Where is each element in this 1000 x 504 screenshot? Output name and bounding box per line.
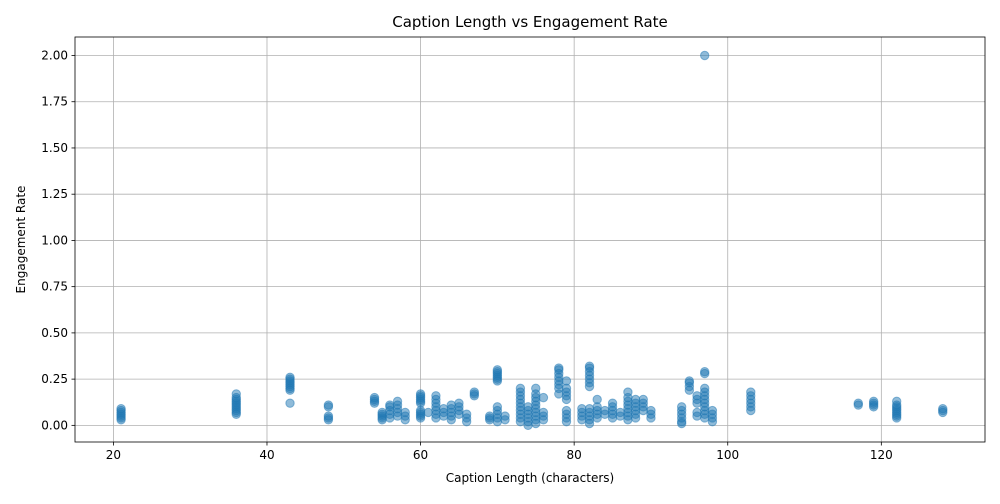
chart-title: Caption Length vs Engagement Rate	[392, 13, 668, 31]
data-point	[492, 402, 503, 412]
data-point	[323, 411, 334, 421]
data-point	[523, 402, 533, 412]
data-point	[615, 407, 625, 418]
data-point	[692, 391, 702, 401]
y-tick-label: 1.25	[41, 187, 68, 201]
points-layer	[116, 50, 948, 431]
data-point	[684, 376, 695, 386]
data-point	[692, 407, 702, 418]
data-point	[500, 411, 510, 421]
y-tick-label: 1.50	[41, 141, 68, 155]
data-point	[561, 405, 572, 416]
x-tick-label: 60	[413, 448, 428, 462]
x-tick-label: 80	[567, 448, 582, 462]
x-tick-label: 40	[259, 448, 274, 462]
data-point	[638, 394, 648, 405]
data-point	[446, 400, 456, 410]
x-axis-label: Caption Length (characters)	[446, 471, 614, 485]
data-point	[592, 394, 602, 405]
data-point	[707, 405, 718, 416]
y-tick-label: 2.00	[41, 48, 68, 62]
data-point	[369, 392, 380, 403]
grid-layer	[75, 37, 985, 442]
data-point	[392, 396, 403, 407]
plot-area-frame	[74, 36, 986, 443]
data-point	[868, 396, 879, 407]
data-point	[630, 394, 641, 405]
data-point	[415, 389, 426, 399]
data-point	[853, 398, 863, 408]
data-point	[700, 383, 710, 394]
data-point	[438, 404, 449, 414]
data-point	[469, 387, 480, 397]
data-point	[746, 387, 756, 397]
data-point	[377, 407, 387, 418]
data-point	[538, 392, 549, 403]
data-point	[231, 389, 241, 399]
data-point	[700, 50, 710, 61]
data-point	[285, 372, 295, 382]
data-point	[285, 398, 295, 408]
data-point	[554, 363, 564, 373]
data-point	[454, 398, 464, 408]
data-point	[561, 376, 572, 386]
x-tick-label: 100	[716, 448, 739, 462]
data-point	[676, 402, 687, 412]
data-point	[584, 361, 595, 371]
y-tick-label: 1.75	[41, 95, 68, 109]
data-point	[938, 404, 948, 414]
data-point	[515, 383, 526, 394]
y-tick-label: 0.50	[41, 326, 68, 340]
y-axis-label: Engagement Rate	[14, 186, 28, 294]
data-point	[646, 405, 656, 416]
data-point	[400, 407, 410, 418]
data-point	[385, 400, 395, 410]
data-point	[577, 404, 587, 414]
data-point	[607, 398, 618, 408]
data-point	[623, 387, 633, 397]
data-point	[600, 405, 610, 416]
data-point	[492, 365, 503, 375]
data-point	[116, 404, 126, 414]
data-point	[431, 391, 441, 401]
data-point	[323, 400, 334, 410]
data-point	[423, 407, 433, 418]
y-tick-label: 1.00	[41, 233, 68, 247]
data-point	[531, 383, 541, 394]
y-tick-label: 0.00	[41, 418, 68, 432]
ticks-layer: 20 40 60 80 100 120 0.00 0.25 0.50 0.75 1.00 1.25 1.…	[41, 48, 893, 462]
data-point	[584, 404, 595, 414]
y-tick-label: 0.25	[41, 372, 68, 386]
data-point	[484, 411, 495, 421]
data-point	[538, 407, 549, 418]
x-tick-label: 20	[106, 448, 121, 462]
data-point	[891, 396, 902, 407]
x-tick-label: 120	[870, 448, 893, 462]
data-point	[461, 409, 472, 419]
y-tick-label: 0.75	[41, 280, 68, 294]
data-point	[700, 367, 710, 377]
